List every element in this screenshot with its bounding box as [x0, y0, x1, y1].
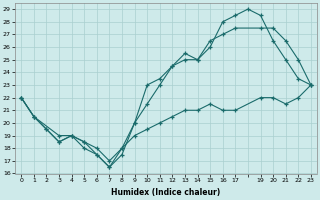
X-axis label: Humidex (Indice chaleur): Humidex (Indice chaleur) — [111, 188, 221, 197]
